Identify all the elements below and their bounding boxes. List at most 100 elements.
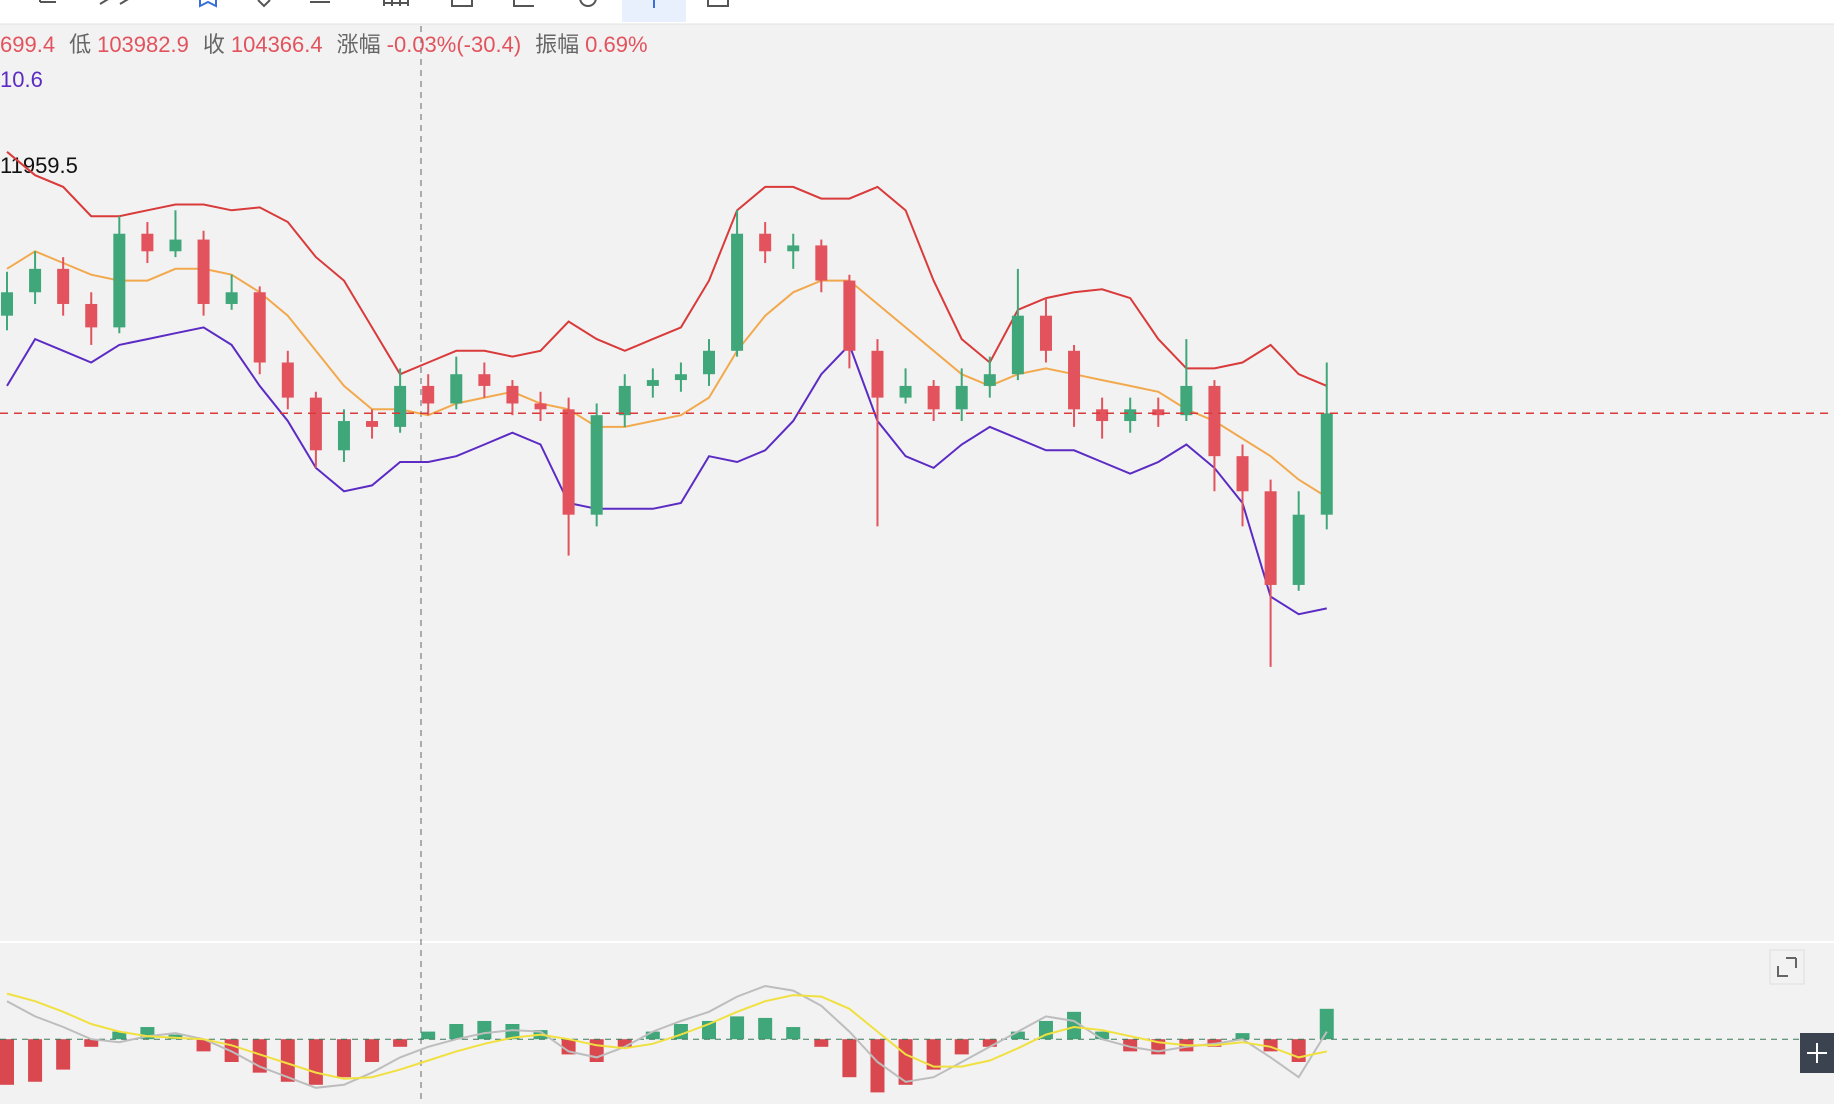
candle-body xyxy=(618,385,631,416)
candle-body xyxy=(646,380,659,386)
macd-bar xyxy=(280,1039,295,1082)
info-label: 收 xyxy=(203,32,225,57)
tool-icon[interactable] xyxy=(579,0,597,7)
macd-bar xyxy=(336,1039,351,1078)
macd-bar xyxy=(561,1039,576,1055)
info-value: -0.03%(-30.4) xyxy=(387,32,522,57)
header-info: 699.4 低 103982.9 收 104366.4 涨幅 -0.03%(-30.4) 振幅… xyxy=(0,32,648,57)
macd-bar xyxy=(505,1024,520,1040)
candle-body xyxy=(225,292,238,304)
candle-body xyxy=(843,280,856,351)
add-icon xyxy=(1807,1043,1827,1063)
macd-bar xyxy=(365,1039,380,1062)
candle-body xyxy=(927,385,940,410)
macd-bar xyxy=(589,1039,604,1062)
macd-bar xyxy=(112,1031,127,1040)
candle-body xyxy=(1292,514,1305,585)
candle-body xyxy=(1011,315,1024,375)
info-label: 涨幅 xyxy=(337,32,381,57)
macd-bar xyxy=(1095,1031,1110,1040)
info-value: 0.69% xyxy=(585,32,647,57)
toolbar-active-tool[interactable] xyxy=(622,0,686,22)
macd-bar xyxy=(421,1031,436,1040)
candle-body xyxy=(309,397,322,451)
macd-bar xyxy=(786,1027,801,1040)
tool-icon[interactable] xyxy=(513,0,534,7)
tool-icon[interactable] xyxy=(199,0,217,8)
macd-bar xyxy=(28,1039,43,1082)
candle-body xyxy=(57,268,70,304)
macd-bar xyxy=(645,1031,660,1040)
candle-body xyxy=(590,415,603,515)
candle-body xyxy=(506,385,519,404)
candle-body xyxy=(29,268,42,293)
candle-body xyxy=(1208,385,1221,457)
macd-bar xyxy=(758,1017,773,1040)
macd-bar xyxy=(1319,1008,1334,1040)
macd-bar xyxy=(308,1039,323,1085)
candle-body xyxy=(197,239,210,304)
candle-body xyxy=(1096,409,1109,422)
candle-body xyxy=(815,245,828,281)
candle-body xyxy=(534,403,547,410)
candle-body xyxy=(366,421,379,427)
tool-icon[interactable] xyxy=(257,0,271,8)
macd-bar xyxy=(814,1039,829,1047)
candle-body xyxy=(1180,385,1193,416)
tool-icon[interactable] xyxy=(39,0,56,3)
candle-body xyxy=(281,362,294,398)
candle-body xyxy=(1264,491,1277,585)
info-label: 振幅 xyxy=(535,32,579,57)
macd-bar xyxy=(954,1039,969,1055)
candle-body xyxy=(983,374,996,386)
candle-body xyxy=(1039,315,1052,351)
add-button[interactable] xyxy=(1800,1033,1834,1073)
candle-body xyxy=(759,233,772,252)
indicator-line xyxy=(6,250,1328,498)
macd-bar xyxy=(1291,1039,1306,1062)
macd-bar xyxy=(1235,1033,1250,1040)
indicator-line xyxy=(6,326,1328,616)
candle-body xyxy=(141,233,154,252)
candle-body xyxy=(253,292,266,363)
info-value: 699.4 xyxy=(0,32,55,57)
candle-body xyxy=(1124,409,1137,422)
indicator-line xyxy=(6,151,1328,387)
candle-body xyxy=(1236,456,1249,492)
candle-body xyxy=(731,233,744,351)
macd-bar xyxy=(617,1039,632,1047)
candle-body xyxy=(871,350,884,398)
candle-body xyxy=(1152,409,1165,416)
expand-button[interactable] xyxy=(1769,949,1805,985)
indicator-line xyxy=(6,984,1328,1089)
macd-bar xyxy=(870,1039,885,1093)
candle-body xyxy=(787,245,800,252)
tool-icon[interactable] xyxy=(383,0,409,6)
macd-bar xyxy=(196,1039,211,1052)
candle-body xyxy=(955,385,968,410)
candle-body xyxy=(703,350,715,375)
candle-body xyxy=(899,385,912,398)
macd-bar xyxy=(449,1024,464,1040)
candle-body xyxy=(478,374,491,386)
candle-body xyxy=(169,239,182,252)
macd-bar xyxy=(926,1039,941,1070)
macd-bar xyxy=(0,1039,14,1085)
candle-body xyxy=(674,374,687,381)
candle-body xyxy=(1068,350,1081,410)
candle-body xyxy=(562,409,575,515)
candle-body xyxy=(113,233,126,328)
info-label: 低 xyxy=(69,32,91,57)
indicator-label: 10.6 xyxy=(0,67,43,92)
info-value: 103982.9 xyxy=(97,32,189,57)
tool-icon[interactable] xyxy=(99,0,130,5)
candle-body xyxy=(394,385,407,427)
macd-bar xyxy=(842,1039,857,1078)
candle-body xyxy=(1,292,13,316)
macd-bar xyxy=(393,1039,408,1047)
macd-bar xyxy=(477,1020,492,1040)
tool-icon[interactable] xyxy=(451,0,473,7)
tool-icon[interactable] xyxy=(707,0,729,7)
